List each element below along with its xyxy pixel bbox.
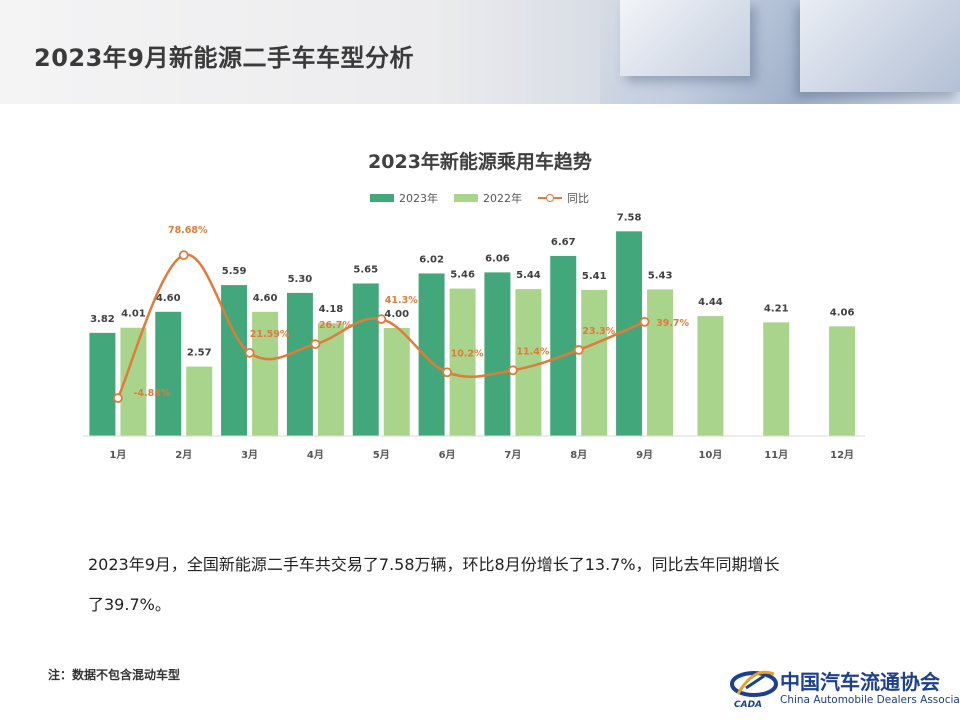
data-label-2022: 4.21 [764,303,789,314]
yoy-data-label: 23.3% [582,326,615,337]
yoy-data-label: -4.83% [133,388,170,399]
data-label-2022: 5.41 [582,271,607,282]
data-label-2023: 6.02 [419,254,444,265]
x-tick-label: 1月 [109,449,126,461]
header-banner: 2023年9月新能源二手车车型分析 [0,0,960,104]
data-label-2023: 5.59 [222,266,247,277]
footnote: 注：数据不包含混动车型 [48,668,181,682]
legend-label-2022: 2022年 [483,192,522,205]
bar-2022 [383,328,410,436]
yoy-point [639,316,650,327]
x-tick-label: 4月 [307,449,324,461]
header-cube-image [620,0,750,76]
data-label-2023: 5.30 [288,274,313,285]
bar-2023 [352,283,379,436]
yoy-data-label: 41.3% [385,295,418,306]
header-cube-image-2 [800,0,960,92]
bar-2022 [252,311,279,436]
yoy-point [310,339,321,349]
x-tick-label: 8月 [570,449,587,461]
x-tick-label: 11月 [764,449,788,461]
cada-logo-icon [730,670,778,697]
legend-line-yoy [538,194,562,202]
bar-2022 [581,289,608,436]
legend-swatch-2023 [370,194,394,202]
data-label-2022: 4.18 [319,304,344,315]
data-label-2023: 7.58 [617,212,642,223]
data-label-2022: 2.57 [187,348,212,359]
x-tick-label: 9月 [636,449,653,461]
logo-abbr: CADA [734,700,763,710]
x-tick-label: 10月 [698,449,722,461]
chart-legend: 2023年 2022年 同比 [370,190,605,206]
summary-line-2: 了39.7%。 [88,595,171,614]
bar-2022 [829,326,856,436]
data-label-2022: 4.01 [121,309,146,320]
yoy-point [376,314,387,325]
bar-2022 [647,289,674,436]
legend-item-2023: 2023年 [370,190,438,206]
yoy-point [244,347,255,358]
bar-2022 [317,323,344,436]
data-label-2023: 3.82 [90,314,115,325]
legend-label-2023: 2023年 [399,192,438,205]
yoy-point [508,365,518,376]
bar-2023 [221,285,248,436]
data-label-2023: 4.60 [156,293,181,304]
x-tick-label: 7月 [504,449,521,461]
legend-item-2022: 2022年 [454,190,522,206]
page-title: 2023年9月新能源二手车车型分析 [34,44,414,72]
trend-chart: 3.82 4.01 1月 4.60 2.57 2月 5.59 4.60 3月 5.30 4.18 4月… [83,212,865,461]
bar-2022 [449,288,476,436]
chart-title: 2023年新能源乘用车趋势 [368,151,592,173]
data-label-2022: 4.00 [384,309,409,320]
yoy-data-label: 10.2% [451,348,484,359]
legend-item-yoy: 同比 [538,190,589,206]
yoy-data-label: 26.7% [319,320,352,331]
bar-2023 [155,311,182,436]
yoy-data-label: 21.59% [250,329,290,340]
bar-2023 [286,292,313,436]
bar-2022 [186,366,213,436]
data-label-2022: 4.06 [830,307,855,318]
logo-name-en: China Automobile Dealers Association [780,694,960,706]
data-label-2022: 4.60 [253,293,278,304]
legend-swatch-2022 [454,194,478,202]
x-tick-label: 2月 [175,449,192,461]
x-tick-label: 12月 [830,449,854,461]
bar-2023 [550,255,577,436]
yoy-point [113,393,123,403]
bar-2023 [89,332,116,436]
cada-logo: CADA 中国汽车流通协会 China Automobile Dealers A… [730,660,960,716]
yoy-point [442,367,452,378]
legend-label-yoy: 同比 [567,192,589,205]
bar-2022 [763,322,790,436]
yoy-point [178,250,189,261]
bar-2022 [515,289,542,436]
bar-2023 [484,272,511,436]
yoy-data-label: 11.4% [516,346,549,357]
yoy-data-label: 39.7% [656,318,689,329]
data-label-2023: 5.65 [353,264,378,275]
logo-name-cn: 中国汽车流通协会 [780,670,940,694]
summary-text: 2023年9月，全国新能源二手车共交易了7.58万辆，环比8月份增长了13.7%… [88,545,908,625]
bar-2022 [697,316,724,436]
x-tick-label: 5月 [373,449,390,461]
yoy-point [573,345,584,355]
data-label-2022: 4.44 [698,297,723,308]
x-tick-label: 6月 [439,449,456,461]
x-tick-label: 3月 [241,449,258,461]
data-label-2022: 5.44 [516,270,541,281]
summary-line-1: 2023年9月，全国新能源二手车共交易了7.58万辆，环比8月份增长了13.7%… [88,555,780,574]
data-label-2023: 6.06 [485,253,510,264]
yoy-data-label: 78.68% [168,225,208,236]
data-label-2022: 5.43 [648,270,673,281]
data-label-2022: 5.46 [450,270,475,281]
data-label-2023: 6.67 [551,237,576,248]
